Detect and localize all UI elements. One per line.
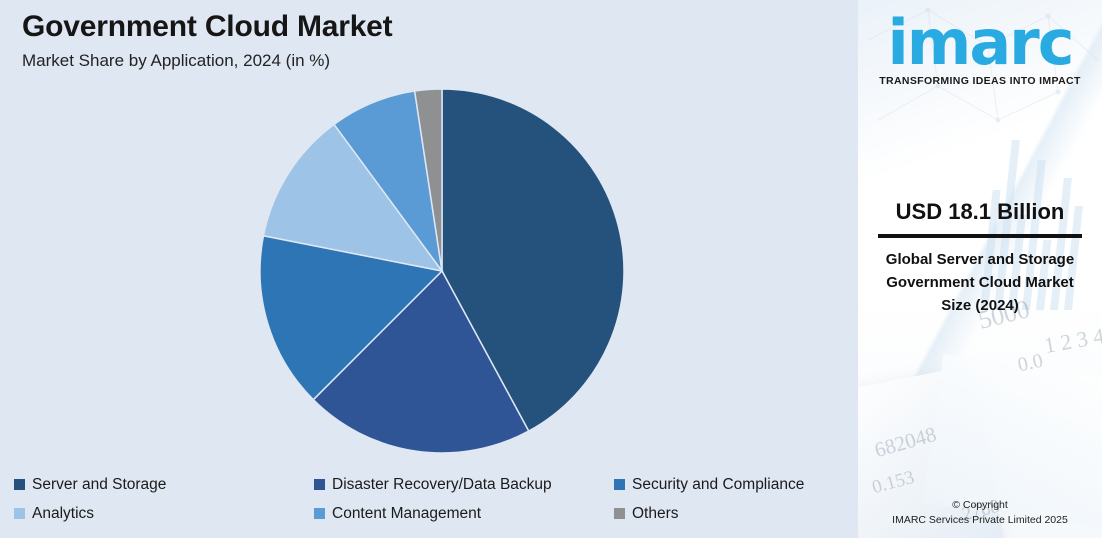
- page-title: Government Cloud Market: [22, 10, 393, 43]
- network-decoration: [867, 7, 1099, 123]
- chart-subtitle: Market Share by Application, 2024 (in %): [22, 50, 331, 70]
- legend-item-content-management[interactable]: Content Management: [314, 506, 614, 522]
- legend-item-disaster-recovery-data-backup[interactable]: Disaster Recovery/Data Backup: [314, 477, 614, 493]
- pie-slice-disaster-recovery-data-backup[interactable]: [312, 269, 530, 454]
- legend-swatch-content-management: [314, 508, 325, 519]
- stat-block: USD 18.1 Billion Global Server and Stora…: [858, 198, 1102, 317]
- stat-divider: [878, 233, 1082, 238]
- legend-swatch-analytics: [14, 508, 25, 519]
- chart-header: Government Cloud Market Market Share by …: [22, 10, 722, 71]
- legend-item-security-and-compliance[interactable]: Security and Compliance: [614, 477, 844, 493]
- legend-item-server-and-storage[interactable]: Server and Storage: [14, 477, 314, 493]
- pie-slice-security-and-compliance[interactable]: [259, 234, 444, 401]
- legend-label-security-and-compliance: Security and Compliance: [632, 475, 805, 493]
- legend-swatch-security-and-compliance: [614, 479, 625, 490]
- legend-swatch-others: [614, 508, 625, 519]
- logo-tagline: TRANSFORMING IDEAS INTO IMPACT: [879, 74, 1081, 87]
- pie-slice-group: [259, 88, 625, 454]
- copyright-notice: © Copyright IMARC Services Private Limit…: [858, 498, 1102, 528]
- imarc-logo: imarc TRANSFORMING IDEAS INTO IMPACT: [858, 6, 1102, 87]
- pie-slice-analytics[interactable]: [262, 123, 444, 273]
- logo-wordmark: imarc: [887, 6, 1074, 79]
- legend-item-analytics[interactable]: Analytics: [14, 506, 314, 522]
- legend-label-content-management: Content Management: [332, 504, 482, 522]
- legend-swatch-server-and-storage: [14, 479, 25, 490]
- copyright-line-2: IMARC Services Private Limited 2025: [892, 513, 1068, 526]
- legend-label-others: Others: [632, 504, 679, 522]
- pie-slice-others[interactable]: [413, 88, 443, 272]
- legend-swatch-disaster-recovery-data-backup: [314, 479, 325, 490]
- stat-description: Global Server and Storage Government Clo…: [885, 250, 1075, 315]
- legend-label-disaster-recovery-data-backup: Disaster Recovery/Data Backup: [332, 475, 552, 493]
- chart-legend: Server and Storage Disaster Recovery/Dat…: [14, 470, 844, 528]
- legend-item-others[interactable]: Others: [614, 506, 844, 522]
- stat-value: USD 18.1 Billion: [895, 199, 1065, 224]
- legend-label-analytics: Analytics: [32, 504, 95, 522]
- legend-label-server-and-storage: Server and Storage: [32, 475, 167, 493]
- chart-panel: Government Cloud Market Market Share by …: [14, 10, 844, 528]
- pie-slice-server-and-storage[interactable]: [441, 88, 625, 433]
- copyright-line-1: © Copyright: [952, 498, 1008, 511]
- pie-chart: [259, 88, 625, 454]
- pie-chart-svg: [259, 88, 625, 454]
- side-panel: 5000 1 2 3 4 0.0 682048 0.153 2768 imarc…: [858, 0, 1102, 538]
